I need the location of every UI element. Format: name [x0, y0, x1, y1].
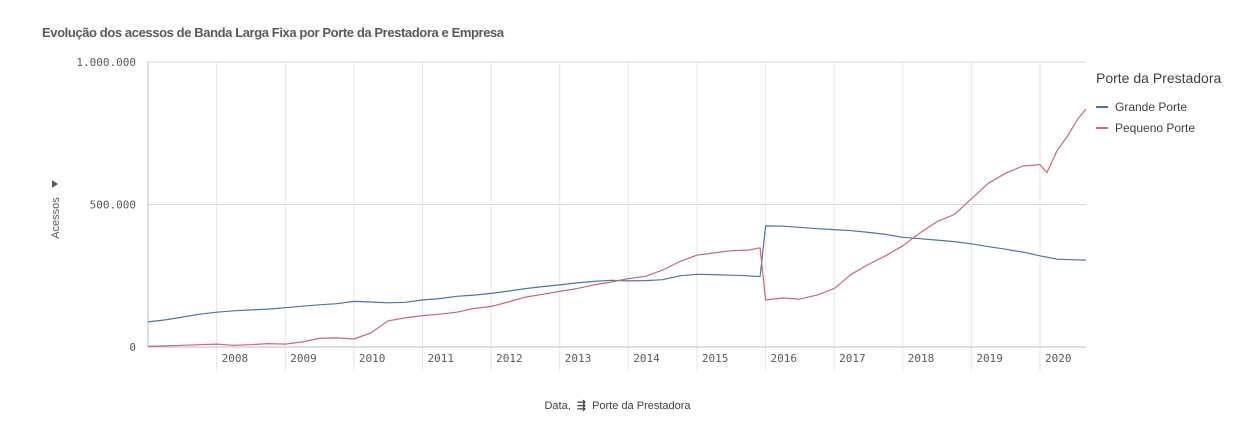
legend-item-pequeno-porte[interactable]: Pequeno Porte	[1096, 117, 1251, 138]
series-line-grande-porte[interactable]	[147, 225, 1087, 323]
x-tick-label: 2008	[222, 352, 249, 365]
x-axis-title-date: Data,	[544, 400, 571, 412]
y-tick-label: 500.000	[90, 199, 136, 212]
legend-label-grande-porte: Grande Porte	[1115, 99, 1188, 114]
legend-swatch-pequeno-porte	[1096, 126, 1108, 129]
x-tick-label: 2020	[1045, 352, 1072, 365]
x-tick-label: 2017	[839, 352, 866, 365]
y-tick-label: 1.000.000	[76, 56, 136, 69]
x-axis-title[interactable]: Data, ⇶ Porte da Prestadora	[0, 399, 1235, 412]
series-line-pequeno-porte[interactable]	[147, 108, 1087, 347]
legend-title: Porte da Prestadora	[1096, 70, 1222, 86]
legend-swatch-grande-porte	[1096, 105, 1108, 108]
x-tick-label: 2011	[427, 352, 454, 365]
x-tick-label: 2018	[908, 352, 935, 365]
x-tick-label: 2009	[290, 352, 317, 365]
y-axis-title[interactable]: Acessos	[50, 197, 62, 239]
y-axis-expand-icon[interactable]	[52, 180, 58, 188]
x-tick-label: 2016	[771, 352, 798, 365]
legend: Porte da Prestadora Grande Porte Pequeno…	[1096, 70, 1251, 138]
x-tick-label: 2019	[976, 352, 1003, 365]
series-layer	[147, 108, 1087, 347]
axis-layer: 0 500.000 1.000.000 2008 2009 2010 2011 2012 201…	[76, 56, 1086, 365]
legend-label-pequeno-porte: Pequeno Porte	[1115, 120, 1196, 135]
x-tick-label: 2012	[496, 352, 522, 365]
x-tick-label: 2014	[633, 352, 660, 365]
x-axis-title-dimension: Porte da Prestadora	[592, 400, 691, 412]
y-tick-label: 0	[129, 341, 136, 354]
x-tick-label: 2010	[359, 352, 386, 365]
drill-down-icon: ⇶	[576, 399, 587, 412]
x-tick-label: 2015	[702, 352, 729, 365]
legend-item-grande-porte[interactable]: Grande Porte	[1096, 96, 1251, 117]
chart-title: Evolução dos acessos de Banda Larga Fixa…	[42, 25, 504, 40]
x-tick-label: 2013	[565, 352, 592, 365]
grid-layer	[148, 61, 1086, 371]
